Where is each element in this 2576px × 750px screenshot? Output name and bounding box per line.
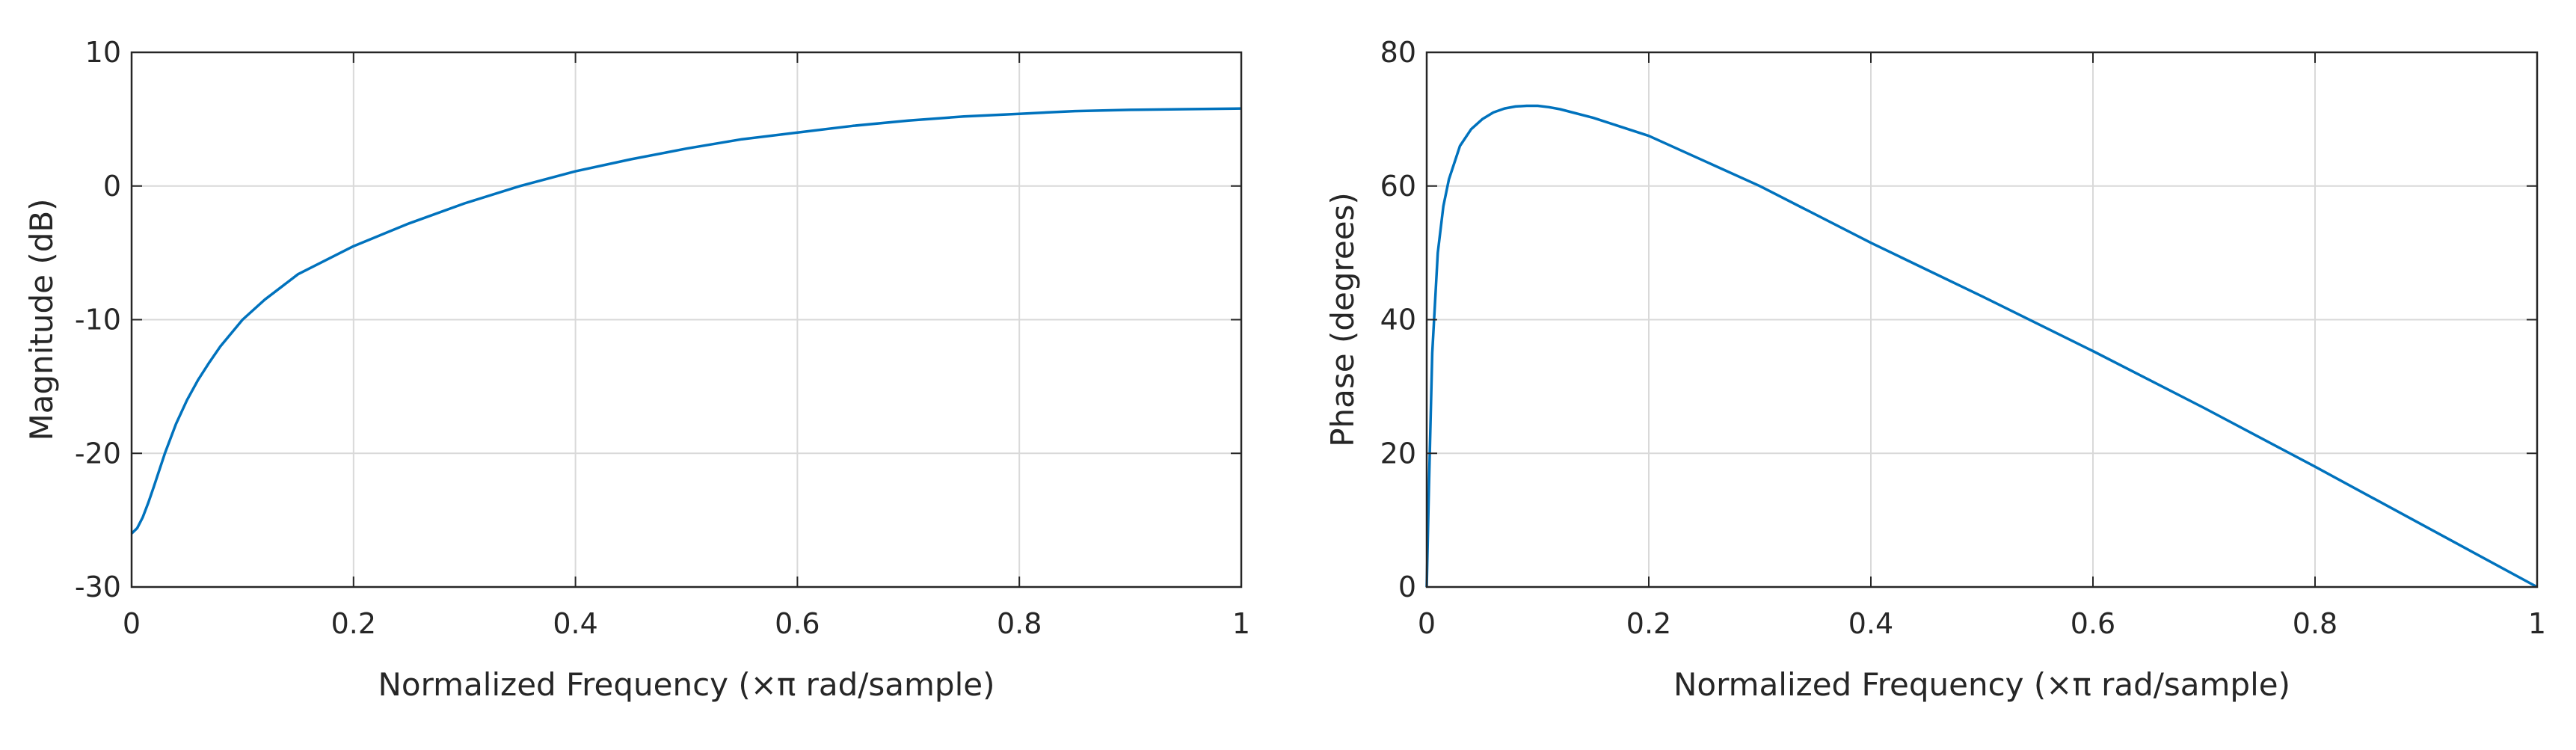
chart-1: 0 0.2 0.4 0.6 0.8 1 -30 -20 -10 0 10 Normalized Fre… bbox=[23, 36, 1250, 703]
y-tick-label: -30 bbox=[75, 571, 121, 603]
series-line bbox=[1425, 104, 2538, 588]
y-axis-label: Phase (degrees) bbox=[1324, 192, 1361, 447]
y-tick-label: 80 bbox=[1380, 36, 1416, 69]
x-tick-label: 1 bbox=[2528, 607, 2546, 640]
y-tick-label: 0 bbox=[1398, 571, 1416, 603]
y-tick-label: -20 bbox=[75, 437, 121, 470]
x-axis-label: Normalized Frequency (×π rad/sample) bbox=[1673, 666, 2290, 703]
y-tick-label: 20 bbox=[1380, 437, 1416, 470]
y-axis-label: Magnitude (dB) bbox=[23, 198, 60, 440]
x-axis-label: Normalized Frequency (×π rad/sample) bbox=[378, 666, 995, 703]
x-tick-label: 0.6 bbox=[775, 607, 820, 640]
x-tick-label: 0 bbox=[1418, 607, 1436, 640]
x-tick-label: 0.6 bbox=[2071, 607, 2115, 640]
x-tick-label: 0.2 bbox=[331, 607, 376, 640]
x-tick-label: 0.2 bbox=[1626, 607, 1671, 640]
y-tick-label: 10 bbox=[85, 36, 121, 69]
x-tick-label: 1 bbox=[1232, 607, 1250, 640]
x-tick-label: 0.8 bbox=[997, 607, 1042, 640]
y-tick-label: 0 bbox=[103, 170, 121, 203]
x-tick-label: 0.4 bbox=[1848, 607, 1893, 640]
series-line bbox=[130, 107, 1242, 535]
y-tick-label: 40 bbox=[1380, 304, 1416, 336]
x-tick-label: 0.4 bbox=[553, 607, 597, 640]
y-tick-label: 60 bbox=[1380, 170, 1416, 203]
x-tick-label: 0.8 bbox=[2293, 607, 2337, 640]
y-tick-label: -10 bbox=[75, 304, 121, 336]
chart-2: 0 0.2 0.4 0.6 0.8 1 0 20 40 60 80 Normalized Freque… bbox=[1324, 36, 2546, 703]
x-tick-label: 0 bbox=[123, 607, 141, 640]
